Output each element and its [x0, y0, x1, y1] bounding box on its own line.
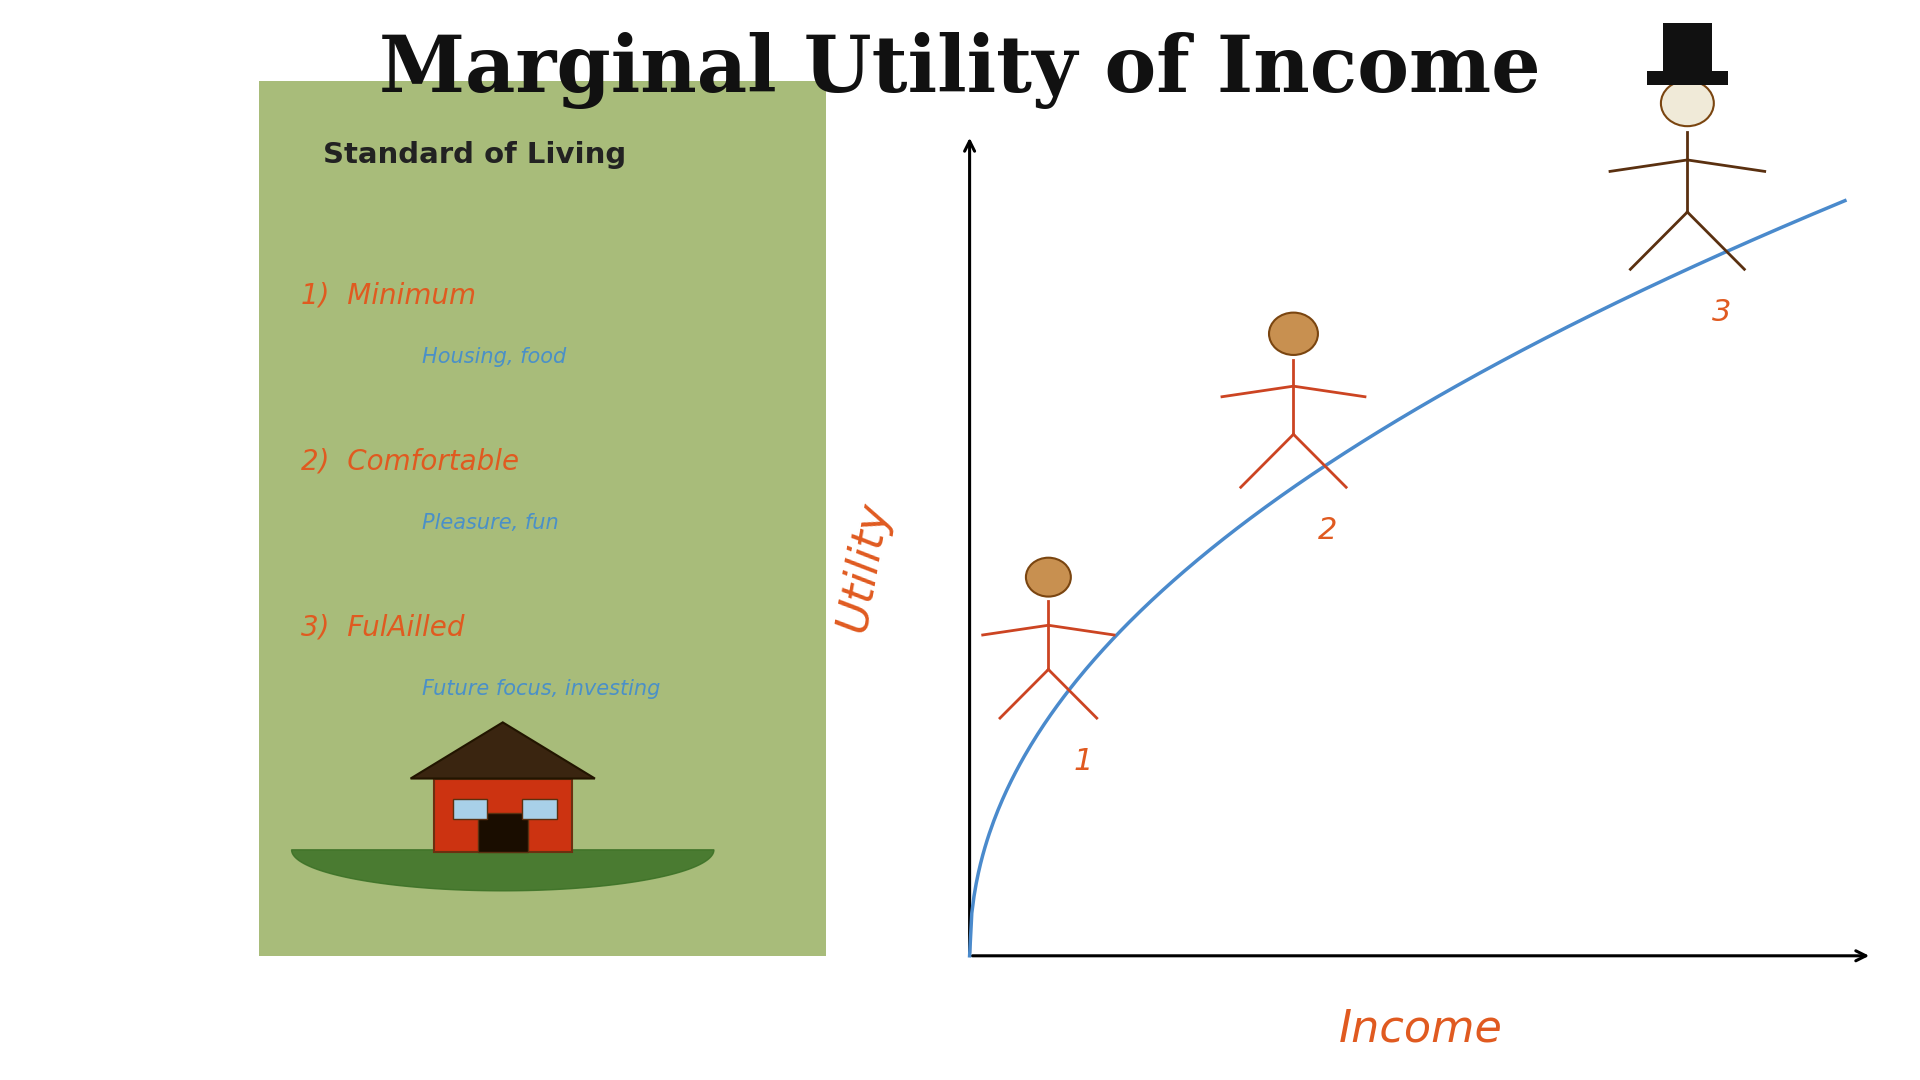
Bar	[478, 813, 528, 852]
Text: 3)  FulAilled: 3) FulAilled	[301, 613, 465, 642]
Polygon shape	[411, 723, 595, 779]
Text: Housing, food: Housing, food	[422, 347, 566, 366]
Ellipse shape	[1269, 312, 1317, 355]
Bar	[1663, 23, 1713, 71]
Text: Marginal Utility of Income: Marginal Utility of Income	[378, 31, 1542, 109]
Polygon shape	[292, 850, 714, 891]
Text: Standard of Living: Standard of Living	[323, 141, 626, 170]
Bar	[453, 799, 488, 819]
Bar	[1647, 71, 1728, 85]
Text: 3: 3	[1713, 298, 1732, 327]
Bar	[434, 779, 572, 852]
Text: Future focus, investing: Future focus, investing	[422, 679, 660, 699]
Bar	[522, 799, 557, 819]
Text: 1: 1	[1073, 746, 1092, 775]
Text: 2: 2	[1319, 516, 1338, 545]
Ellipse shape	[1661, 80, 1715, 126]
Text: Income: Income	[1338, 1008, 1503, 1051]
Bar	[259, 81, 826, 956]
Text: 1)  Minimum: 1) Minimum	[301, 281, 476, 309]
Text: Pleasure, fun: Pleasure, fun	[422, 513, 559, 532]
Text: Utility: Utility	[831, 499, 897, 635]
Text: 2)  Comfortable: 2) Comfortable	[301, 447, 520, 475]
Ellipse shape	[1025, 557, 1071, 596]
